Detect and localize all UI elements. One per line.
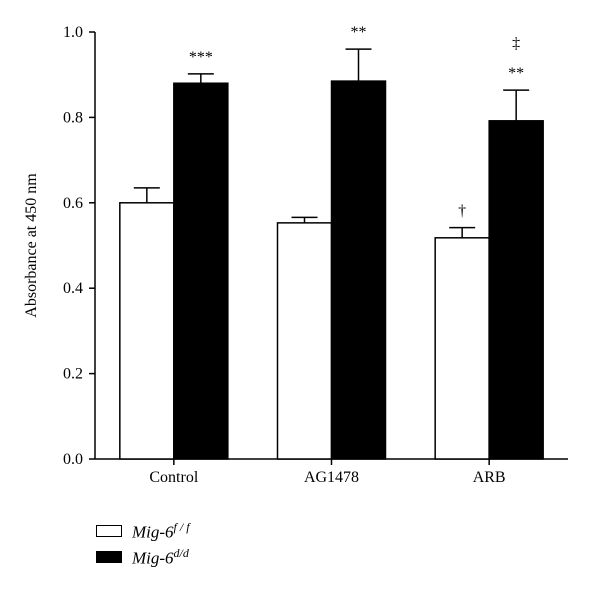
legend-swatch-black xyxy=(96,551,122,563)
bar xyxy=(330,80,387,460)
y-axis-label: Absorbance at 450 nm xyxy=(23,173,40,318)
legend-swatch-white xyxy=(96,525,122,537)
bar xyxy=(434,237,490,460)
x-tick-label: Control xyxy=(149,469,198,486)
significance-label: ** xyxy=(508,65,524,82)
bar xyxy=(276,222,333,460)
legend-label-mig6-dd: Mig-6d/d xyxy=(132,545,189,568)
significance-label: † xyxy=(458,203,466,220)
bar xyxy=(119,202,175,460)
y-tick-label: 0.0 xyxy=(63,451,83,468)
significance-label: *** xyxy=(189,49,213,66)
y-tick-label: 0.6 xyxy=(63,195,83,212)
y-tick-label: 1.0 xyxy=(63,24,83,41)
y-tick-label: 0.4 xyxy=(63,280,83,297)
legend: Mig-6f / f Mig-6d/d xyxy=(96,518,190,570)
significance-label: ** xyxy=(351,24,367,41)
legend-label-mig6-ff: Mig-6f / f xyxy=(132,519,190,542)
x-tick-label: ARB xyxy=(473,469,506,486)
bar xyxy=(173,82,229,460)
legend-item-mig6-ff: Mig-6f / f xyxy=(96,518,190,544)
significance-label-top: ‡ xyxy=(512,35,520,52)
bar xyxy=(488,120,544,460)
legend-item-mig6-dd: Mig-6d/d xyxy=(96,544,190,570)
bar-chart: 0.0 0.2 0.4 0.6 0.8 1.0 Absorbance at 450 nm Co… xyxy=(23,24,568,486)
y-tick-label: 0.2 xyxy=(63,366,83,383)
x-tick-label: AG1478 xyxy=(304,469,359,486)
y-tick-label: 0.8 xyxy=(63,109,83,126)
